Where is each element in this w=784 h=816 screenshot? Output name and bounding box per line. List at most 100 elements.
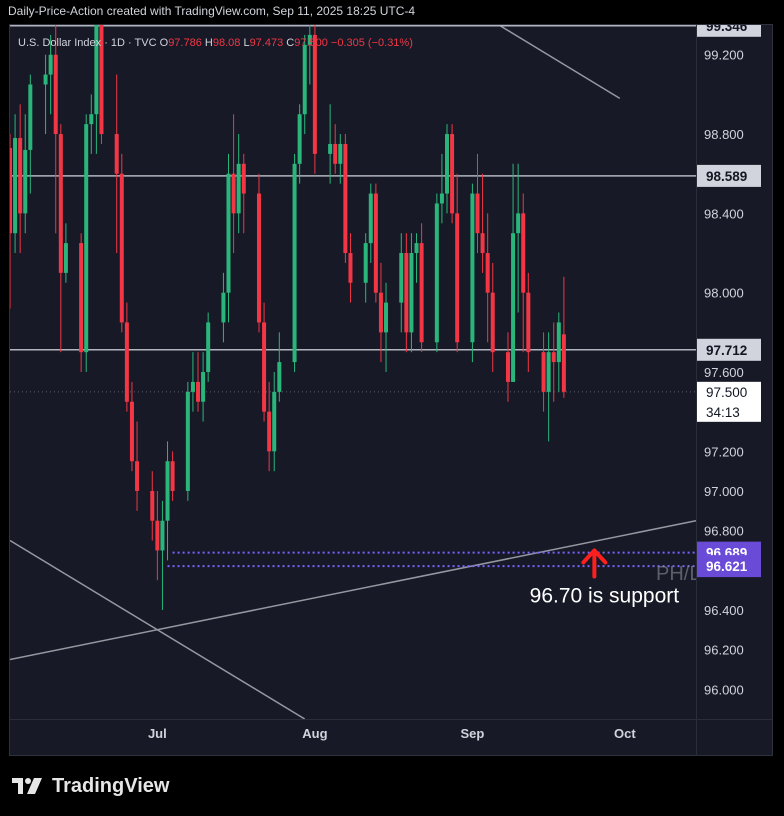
candle-body-6	[48, 54, 53, 75]
candle-body-63	[450, 134, 455, 214]
legend-o-value: 97.786	[168, 37, 205, 49]
y-tick-5: 97.200	[704, 444, 744, 459]
candle-body-2	[18, 138, 23, 214]
candle-body-50	[363, 243, 368, 283]
candle-body-54	[384, 302, 389, 333]
candle-body-62	[445, 134, 450, 194]
ohlc-legend: U.S. Dollar Index · 1D · TVC O97.786 H98…	[18, 37, 413, 49]
candle-body-77	[551, 352, 556, 363]
candle-body-21	[155, 520, 160, 551]
legend-c-label: C	[286, 37, 294, 49]
candle-body-36	[262, 322, 267, 412]
candle-body-19	[135, 461, 140, 491]
candle-body-25	[185, 391, 190, 491]
candle-body-56	[404, 253, 409, 333]
x-tick-1: Aug	[302, 726, 327, 741]
candle-body-16	[119, 173, 124, 323]
support-arrow-icon	[581, 548, 608, 579]
candle-body-27	[196, 381, 201, 402]
current-price-bg	[697, 381, 761, 422]
candle-body-45	[328, 143, 333, 154]
candle-body-58	[414, 243, 419, 254]
candle-body-15	[114, 134, 119, 174]
countdown-label: 34:13	[706, 405, 740, 420]
candle-body-31	[226, 173, 231, 293]
legend-symbol: U.S. Dollar Index · 1D · TVC	[18, 37, 160, 49]
legend-c-value: 97.500	[294, 37, 331, 49]
legend-h-label: H	[205, 37, 213, 49]
y-tick-1: 98.800	[704, 127, 744, 142]
candle-body-34	[241, 163, 246, 194]
ph-pl-marker: PH/L	[656, 563, 700, 585]
candle-body-18	[129, 401, 134, 462]
chart-frame[interactable]: PH/L 96.70 is support U.S. Dollar Index · …	[9, 24, 773, 756]
candle-body-47	[338, 143, 343, 164]
y-tick-6: 97.000	[704, 484, 744, 499]
y-tick-3: 98.000	[704, 286, 744, 301]
candle-body-3	[23, 149, 28, 214]
candle-body-7	[53, 54, 58, 135]
candle-body-13	[94, 25, 99, 115]
y-tick-7: 96.800	[704, 524, 744, 539]
candle-body-48	[343, 143, 348, 254]
candle-body-68	[485, 253, 490, 293]
legend-l-value: 97.473	[250, 37, 287, 49]
y-tick-9: 96.200	[704, 643, 744, 658]
candle-body-61	[439, 193, 444, 204]
candle-body-71	[511, 233, 516, 382]
candle-body-53	[378, 292, 383, 333]
legend-h-value: 98.08	[213, 37, 244, 49]
candle-body-20	[150, 490, 155, 521]
candle-body-52	[373, 193, 378, 293]
support-label-1-bg	[697, 555, 761, 578]
candle-body-60	[434, 203, 439, 343]
y-tick-4: 97.600	[704, 365, 744, 380]
brand: TradingView	[12, 772, 169, 800]
candle-body-51	[368, 193, 373, 244]
brand-name: TradingView	[52, 774, 170, 797]
level-label-2: 99.346	[706, 25, 748, 34]
x-tick-2: Sep	[460, 726, 484, 741]
x-tick-0: Jul	[148, 726, 167, 741]
trend-line-2	[497, 25, 621, 100]
candle-body-57	[409, 253, 414, 333]
legend-l-label: L	[243, 37, 249, 49]
candle-body-11	[84, 124, 89, 353]
candle-body-78	[556, 322, 561, 363]
candle-body-30	[221, 292, 226, 323]
candle-body-59	[419, 243, 424, 343]
candle-body-55	[399, 253, 404, 303]
tradingview-logo-icon	[12, 778, 42, 794]
candle-body-28	[201, 372, 206, 402]
candle-body-76	[546, 352, 551, 392]
candle-body-65	[470, 193, 475, 343]
candle-body-37	[267, 411, 272, 452]
candle-body-40	[292, 163, 297, 363]
candle-body-70	[505, 352, 510, 382]
level-label-2-bg	[697, 25, 761, 37]
candle-body-69	[490, 292, 495, 353]
candle-body-49	[348, 253, 353, 283]
candle-body-75	[541, 352, 546, 392]
candle-body-64	[455, 213, 460, 343]
level-label-1: 97.712	[706, 343, 747, 358]
level-label-0: 98.589	[706, 169, 747, 184]
y-tick-0: 99.200	[704, 48, 744, 63]
candle-body-67	[480, 233, 485, 254]
trend-line-1	[10, 539, 306, 719]
trend-line-0	[10, 519, 696, 661]
candle-body-33	[236, 163, 241, 214]
candle-body-46	[333, 143, 338, 164]
candle-body-22	[160, 520, 165, 551]
candle-body-66	[475, 193, 480, 234]
chart-caption: Daily-Price-Action created with TradingV…	[8, 4, 416, 18]
x-tick-3: Oct	[614, 726, 636, 741]
candle-body-24	[170, 461, 175, 491]
candle-body-38	[272, 391, 277, 452]
candle-body-8	[58, 134, 63, 273]
candle-body-41	[297, 114, 302, 164]
legend-change: −0.305 (−0.31%)	[331, 37, 413, 49]
y-tick-8: 96.400	[704, 603, 744, 618]
level-label-1-bg	[697, 338, 761, 361]
